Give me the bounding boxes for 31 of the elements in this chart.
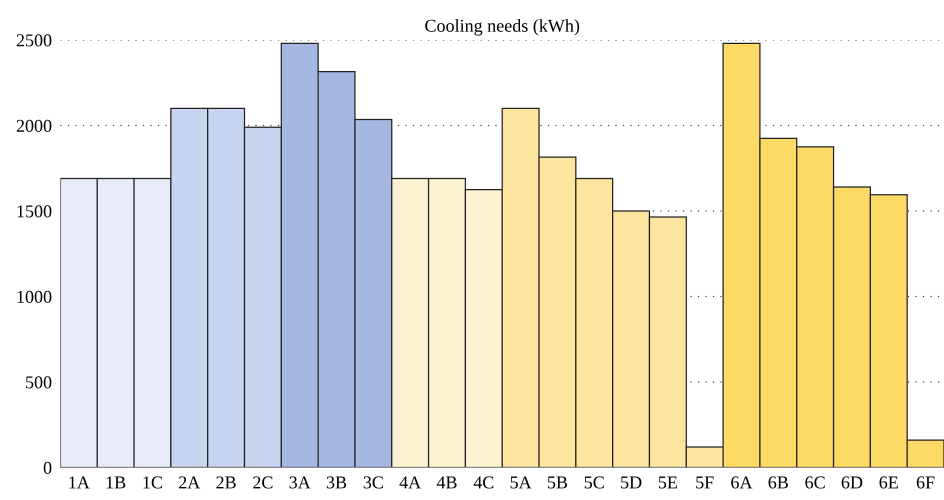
y-tick-label: 500 xyxy=(26,376,52,388)
x-tick-label: 6E xyxy=(880,476,898,489)
y-tick-label: 0 xyxy=(44,462,52,474)
x-tick-label: 5A xyxy=(510,476,532,489)
x-tick-label: 6A xyxy=(731,476,752,489)
x-tick-label: 1A xyxy=(69,476,90,488)
chart-title: Cooling needs (kWh) xyxy=(425,19,580,36)
x-tick-label: 1B xyxy=(106,476,126,488)
x-tick-label: 6F xyxy=(916,476,934,489)
x-tick-label: 5E xyxy=(658,476,678,489)
x-tick-label: 6C xyxy=(805,476,825,489)
x-tick-label: 5C xyxy=(584,476,604,489)
x-tick-label: 3B xyxy=(326,476,346,489)
x-tick-label: 4A xyxy=(399,476,422,488)
x-tick-label: 6B xyxy=(768,476,788,489)
x-tick-label: 2A xyxy=(179,476,200,488)
y-tick-label: 1500 xyxy=(18,205,52,218)
x-tick-label: 6D xyxy=(842,476,862,489)
y-tick-label: 2500 xyxy=(16,34,52,46)
x-tick-label: 4B xyxy=(436,476,457,488)
x-tick-label: 5D xyxy=(621,476,642,489)
x-tick-label: 2C xyxy=(253,476,272,489)
x-tick-label: 5F xyxy=(696,476,714,489)
x-tick-label: 3A xyxy=(290,476,311,489)
x-tick-label: 5B xyxy=(548,476,568,489)
x-tick-label: 2B xyxy=(216,476,236,488)
y-tick-label: 1000 xyxy=(18,290,52,303)
x-tick-label: 3C xyxy=(364,476,383,489)
y-tick-label: 2000 xyxy=(16,120,52,132)
x-tick-label: 1C xyxy=(144,476,162,489)
x-tick-label: 4C xyxy=(474,476,494,489)
